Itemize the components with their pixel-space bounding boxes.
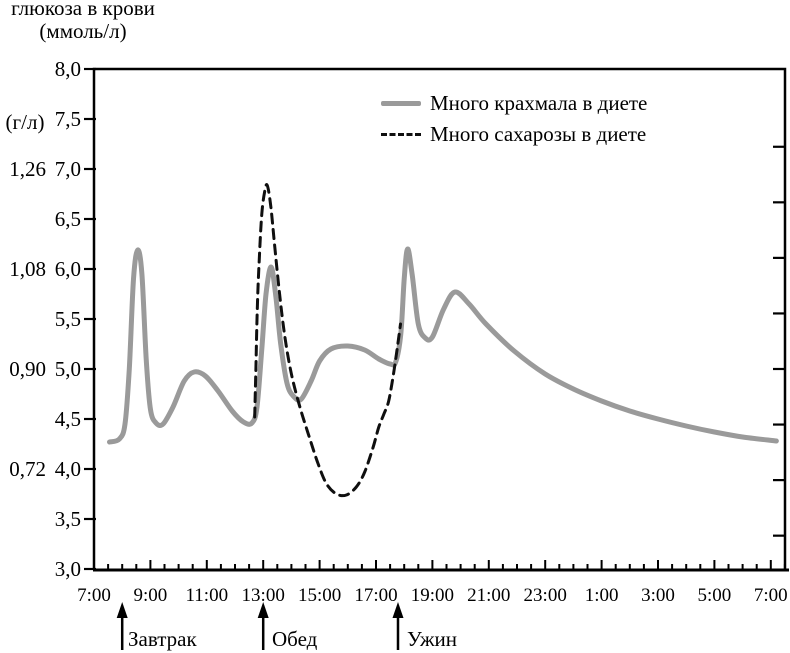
x-tick-label: 7:00 [77, 585, 111, 606]
legend: Много крахмала в диете Много сахарозы в … [381, 88, 647, 150]
meal-arrow-head-1 [257, 602, 269, 618]
meal-arrows [116, 602, 404, 650]
data-curves [107, 183, 779, 498]
legend-item-starch: Много крахмала в диете [381, 88, 647, 119]
x-tick-label: 21:00 [467, 585, 510, 606]
x-axis-ticks [93, 560, 786, 570]
x-tick-label: 5:00 [698, 585, 732, 606]
y-tick-label: 4,5 [55, 407, 81, 431]
chart-title-line1: глюкоза в крови [11, 0, 155, 20]
x-tick-label: 11:00 [186, 585, 229, 606]
y-tick-label: 6,0 [55, 257, 81, 281]
y2-tick-label: 0,90 [9, 357, 46, 381]
y-tick-label: 5,0 [55, 357, 81, 381]
y-tick-label: 7,0 [55, 157, 81, 181]
x-tick-label: 17:00 [354, 585, 397, 606]
meal-arrow-head-0 [116, 602, 128, 618]
x-tick-label: 9:00 [134, 585, 168, 606]
x-tick-label: 1:00 [585, 585, 619, 606]
chart-title-line2: (ммоль/л) [39, 19, 127, 43]
legend-item-sucrose: Много сахарозы в диете [381, 119, 647, 150]
x-tick-label: 15:00 [298, 585, 341, 606]
y-tick-label: 5,5 [55, 307, 81, 331]
y-tick-label: 3,5 [55, 507, 81, 531]
y2-tick-label: 1,26 [9, 157, 46, 181]
x-tick-label: 23:00 [524, 585, 567, 606]
sucrose-line-sample-icon [381, 133, 421, 136]
y-tick-label: 6,5 [55, 207, 81, 231]
legend-label-sucrose: Много сахарозы в диете [430, 122, 647, 146]
chart-title: глюкоза в крови (ммоль/л) [0, 0, 166, 43]
meal-label-lunch: Обед [272, 627, 318, 651]
y-tick-label: 4,0 [55, 457, 81, 481]
x-axis-labels: 7:00 9:00 11:00 13:00 15:00 17:00 19:00 21:00 23… [77, 585, 788, 606]
x-tick-label: 7:00 [754, 585, 788, 606]
legend-label-starch: Много крахмала в диете [430, 91, 648, 115]
meal-arrow-head-2 [392, 602, 404, 618]
y-axis-labels: 8,0 7,5 7,0 6,5 6,0 5,5 5,0 4,5 4,0 3,5 3,0 [55, 57, 81, 581]
x-tick-label: 3:00 [641, 585, 675, 606]
y2-tick-label: 0,72 [9, 457, 46, 481]
y2-axis-labels: 1,26 1,08 0,90 0,72 [9, 157, 46, 481]
y2-axis-unit-label: (г/л) [5, 110, 45, 134]
x-tick-label: 19:00 [411, 585, 454, 606]
sucrose-curve [253, 183, 402, 498]
meal-label-dinner: Ужин [407, 627, 458, 651]
meal-label-breakfast: Завтрак [128, 627, 197, 651]
y2-tick-label: 1,08 [9, 257, 46, 281]
x-tick-label: 13:00 [242, 585, 285, 606]
starch-curve [107, 246, 779, 445]
y-tick-label: 8,0 [55, 57, 81, 81]
y-tick-label: 3,0 [55, 557, 81, 581]
y-tick-label: 7,5 [55, 107, 81, 131]
starch-line-sample-icon [381, 101, 421, 106]
y2-axis-ticks [773, 145, 785, 537]
